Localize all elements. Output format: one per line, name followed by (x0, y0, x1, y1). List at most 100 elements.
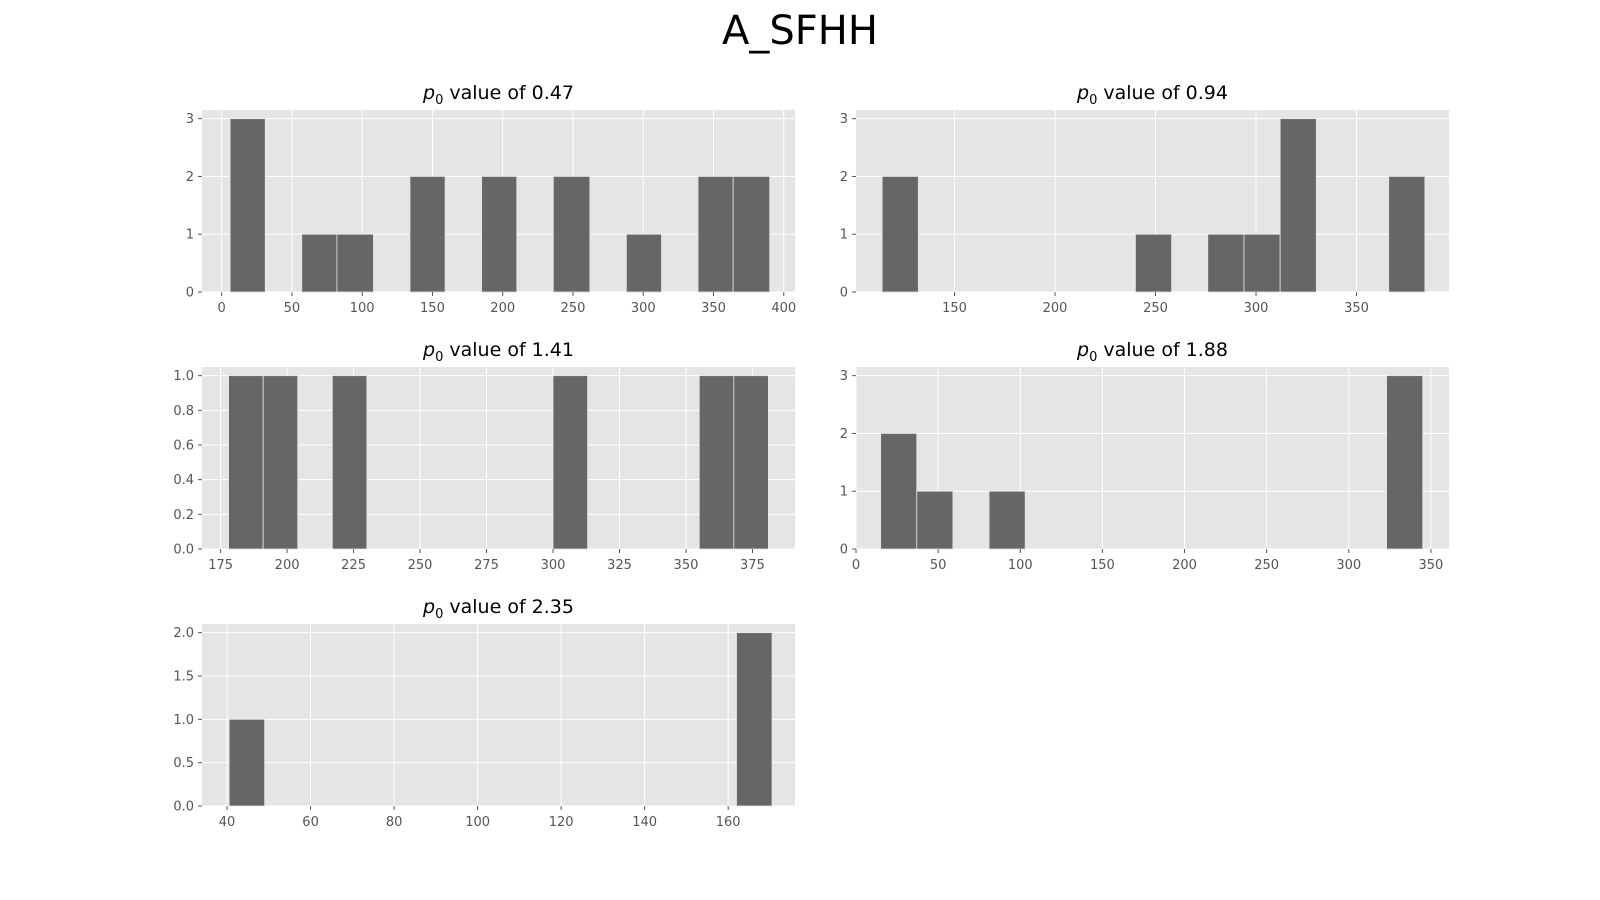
y-tick-label: 1 (186, 228, 194, 243)
y-tick-label: 3 (840, 369, 848, 384)
x-tick-label: 0 (218, 301, 226, 316)
x-tick-label: 200 (1172, 558, 1197, 573)
histogram-bar (733, 375, 769, 550)
x-tick-label: 350 (701, 301, 726, 316)
subplot-title: p0 value of 1.88 (1076, 339, 1228, 365)
plot-area (202, 624, 795, 806)
x-tick-label: 350 (1419, 558, 1444, 573)
histogram-bar (1207, 233, 1245, 293)
y-tick-label: 0.8 (173, 404, 194, 419)
subplot-title: p0 value of 0.94 (1076, 82, 1228, 108)
x-tick-label: 250 (1143, 301, 1168, 316)
y-tick-label: 1.0 (173, 369, 194, 384)
x-tick-label: 140 (632, 815, 657, 830)
subplot-title: p0 value of 1.41 (422, 339, 574, 365)
histogram-panel-5: 40 60 80 100 120 140 160 0.0 0.5 1.0 1.5 2.0 p0 valu… (173, 596, 795, 830)
histogram-bar (336, 233, 374, 293)
y-tick-label: 1.0 (173, 713, 194, 728)
histogram-bar (881, 176, 919, 293)
x-tick-label: 325 (607, 558, 632, 573)
histogram-bar (698, 375, 735, 550)
histogram-bar (409, 176, 446, 293)
x-tick-label: 50 (284, 301, 301, 316)
histogram-bar (1135, 233, 1172, 293)
x-tick-label: 160 (716, 815, 741, 830)
plot-area (856, 367, 1449, 549)
histogram-panel-2: 150 200 250 300 350 0 1 2 3 p0 value of 0.94 (840, 82, 1449, 316)
histogram-bar (331, 375, 368, 550)
y-tick-label: 3 (840, 112, 848, 127)
histogram-bar (916, 490, 954, 550)
histogram-bar (262, 375, 299, 550)
x-tick-label: 375 (740, 558, 765, 573)
x-tick-label: 200 (275, 558, 300, 573)
histogram-panel-3: 175 200 225 250 275 300 325 350 375 0.0 0.2 0.4 0.6 0… (173, 339, 795, 573)
x-tick-label: 150 (942, 301, 967, 316)
y-tick-label: 1 (840, 485, 848, 500)
x-tick-label: 350 (1344, 301, 1369, 316)
histogram-bar (732, 176, 771, 293)
x-tick-label: 400 (771, 301, 796, 316)
x-tick-label: 300 (1336, 558, 1361, 573)
histogram-bar (1243, 233, 1281, 293)
histogram-bar (880, 433, 918, 550)
x-tick-label: 350 (674, 558, 699, 573)
histogram-panel-1: 0 50 100 150 200 250 300 350 400 0 1 2 3 p0 value of … (186, 82, 796, 316)
y-tick-label: 0.5 (173, 756, 194, 771)
x-tick-label: 40 (219, 815, 236, 830)
histogram-bar (736, 632, 773, 807)
y-tick-label: 2 (186, 170, 194, 185)
y-tick-label: 1 (840, 228, 848, 243)
histogram-bar (1386, 375, 1424, 550)
y-tick-label: 0.4 (173, 473, 194, 488)
y-tick-label: 2 (840, 170, 848, 185)
y-tick-label: 1.5 (173, 670, 194, 685)
x-tick-label: 300 (631, 301, 656, 316)
x-tick-label: 100 (1008, 558, 1033, 573)
histogram-bar (552, 176, 591, 293)
x-tick-label: 250 (408, 558, 433, 573)
x-tick-label: 275 (474, 558, 499, 573)
x-tick-label: 300 (1244, 301, 1269, 316)
histogram-bar (1388, 176, 1426, 293)
x-tick-label: 200 (490, 301, 515, 316)
histogram-bar (228, 375, 264, 550)
x-tick-label: 50 (930, 558, 947, 573)
histogram-bar (697, 176, 734, 293)
x-tick-label: 300 (541, 558, 566, 573)
x-tick-label: 150 (1090, 558, 1115, 573)
histogram-bar (481, 176, 518, 293)
y-tick-label: 0 (186, 286, 194, 301)
histogram-bar (988, 490, 1026, 550)
y-tick-label: 0.0 (173, 800, 194, 815)
histogram-bar (301, 233, 338, 293)
x-tick-label: 225 (341, 558, 366, 573)
plot-area (202, 367, 795, 549)
x-tick-label: 200 (1043, 301, 1068, 316)
y-tick-label: 0 (840, 286, 848, 301)
x-tick-label: 0 (852, 558, 860, 573)
x-tick-label: 250 (561, 301, 586, 316)
histogram-bar (1279, 118, 1317, 293)
x-tick-label: 120 (549, 815, 574, 830)
x-tick-label: 150 (420, 301, 445, 316)
x-tick-label: 175 (208, 558, 233, 573)
y-tick-label: 2.0 (173, 626, 194, 641)
histogram-bar (625, 233, 662, 293)
x-tick-label: 100 (350, 301, 375, 316)
x-tick-label: 60 (302, 815, 319, 830)
histogram-bar (228, 718, 266, 807)
histogram-bar (552, 375, 588, 550)
histogram-panel-4: 0 50 100 150 200 250 300 350 0 1 2 3 p0 value of 1.8… (840, 339, 1449, 573)
y-tick-label: 0.6 (173, 439, 194, 454)
y-tick-label: 0 (840, 543, 848, 558)
y-tick-label: 0.2 (173, 508, 194, 523)
y-tick-label: 0.0 (173, 543, 194, 558)
histogram-bar (229, 118, 266, 293)
figure-title: A_SFHH (722, 8, 878, 54)
subplot-title: p0 value of 0.47 (422, 82, 574, 108)
x-tick-label: 250 (1254, 558, 1279, 573)
x-tick-label: 100 (465, 815, 490, 830)
y-tick-label: 3 (186, 112, 194, 127)
